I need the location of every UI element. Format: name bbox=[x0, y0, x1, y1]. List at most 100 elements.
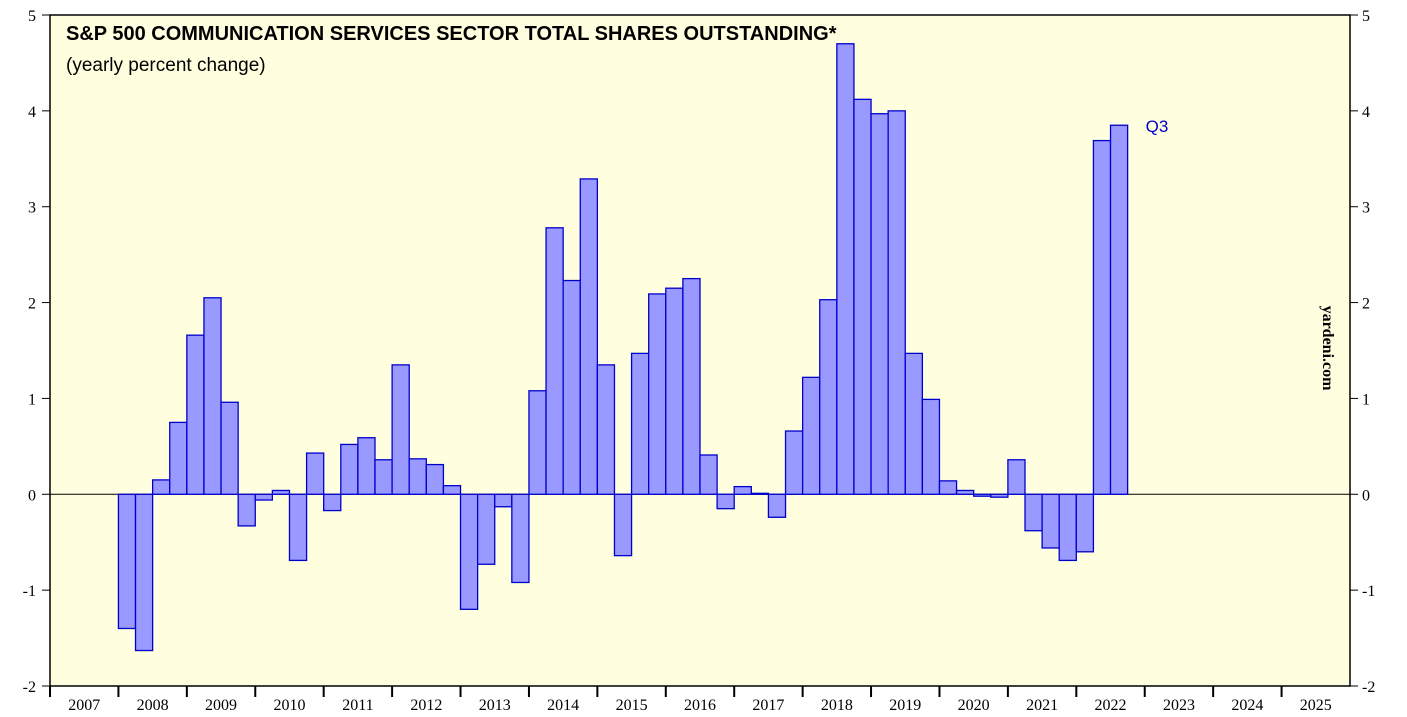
y2-tick-label: 0 bbox=[1362, 487, 1370, 504]
bar bbox=[305, 452, 325, 495]
bar bbox=[203, 297, 222, 495]
y-tick-label: 3 bbox=[28, 200, 36, 217]
bar bbox=[528, 390, 547, 495]
bar bbox=[904, 352, 924, 495]
bar bbox=[613, 493, 633, 557]
bar bbox=[545, 227, 564, 495]
bar bbox=[340, 443, 359, 495]
x-tick-label: 2013 bbox=[479, 697, 511, 714]
chart-subtitle: (yearly percent change) bbox=[66, 55, 266, 76]
y2-tick-label: 5 bbox=[1362, 8, 1370, 25]
y-tick-label: -2 bbox=[23, 679, 36, 696]
x-tick-label: 2015 bbox=[616, 697, 648, 714]
y-tick-label: -1 bbox=[23, 583, 36, 600]
x-tick-label: 2014 bbox=[547, 697, 579, 714]
bar bbox=[630, 352, 650, 495]
x-tick-label: 2023 bbox=[1163, 697, 1195, 714]
bar bbox=[494, 493, 513, 508]
bar bbox=[699, 454, 718, 495]
y-tick-label: 1 bbox=[28, 391, 36, 408]
bar bbox=[254, 493, 274, 501]
x-tick-label: 2010 bbox=[273, 697, 305, 714]
y-tick-label: 4 bbox=[28, 104, 36, 121]
bar bbox=[425, 463, 445, 495]
bar bbox=[596, 364, 616, 495]
bar bbox=[134, 493, 154, 652]
x-tick-label: 2021 bbox=[1026, 697, 1058, 714]
bar bbox=[562, 279, 581, 495]
annotation: Q3 bbox=[1146, 117, 1169, 136]
y2-tick-label: 4 bbox=[1362, 104, 1370, 121]
y-tick-label: 0 bbox=[28, 487, 36, 504]
bar bbox=[801, 376, 821, 495]
bar bbox=[767, 493, 787, 518]
y-tick-label: 5 bbox=[28, 8, 36, 25]
bar bbox=[887, 110, 906, 495]
bar bbox=[374, 459, 393, 495]
x-tick-label: 2007 bbox=[68, 697, 100, 714]
bar bbox=[836, 43, 855, 495]
bar bbox=[955, 489, 975, 495]
bar bbox=[819, 299, 838, 495]
bar bbox=[1024, 493, 1043, 532]
bar bbox=[220, 401, 239, 495]
bar bbox=[323, 493, 342, 512]
bar bbox=[151, 479, 171, 495]
x-tick-label: 2022 bbox=[1095, 697, 1127, 714]
bar bbox=[665, 287, 684, 495]
bar bbox=[1058, 493, 1077, 562]
bar bbox=[853, 98, 872, 495]
bar bbox=[938, 480, 958, 495]
y2-tick-label: 2 bbox=[1362, 296, 1370, 313]
bar bbox=[973, 493, 992, 497]
x-tick-label: 2024 bbox=[1231, 697, 1263, 714]
x-tick-label: 2020 bbox=[958, 697, 990, 714]
chart-title: S&P 500 COMMUNICATION SERVICES SECTOR TO… bbox=[66, 23, 837, 45]
y-tick-label: 2 bbox=[28, 296, 36, 313]
bar bbox=[1075, 493, 1095, 553]
bar bbox=[476, 493, 496, 565]
bar bbox=[1109, 124, 1129, 495]
bar bbox=[271, 489, 291, 495]
bar bbox=[1092, 139, 1112, 495]
watermark: yardeni.com bbox=[1319, 306, 1336, 392]
bar bbox=[391, 364, 410, 495]
bar bbox=[237, 493, 256, 527]
x-tick-label: 2009 bbox=[205, 697, 237, 714]
bar bbox=[511, 493, 530, 584]
bar bbox=[288, 493, 308, 562]
bar bbox=[648, 293, 667, 495]
bar bbox=[990, 493, 1009, 498]
y2-tick-label: -1 bbox=[1362, 583, 1375, 600]
bar bbox=[921, 398, 941, 495]
x-tick-label: 2017 bbox=[752, 697, 784, 714]
x-tick-label: 2019 bbox=[889, 697, 921, 714]
bar bbox=[1041, 493, 1060, 549]
x-tick-label: 2018 bbox=[821, 697, 853, 714]
x-tick-label: 2025 bbox=[1300, 697, 1332, 714]
bar bbox=[870, 113, 889, 495]
x-tick-label: 2016 bbox=[684, 697, 716, 714]
bar bbox=[169, 421, 188, 495]
bar bbox=[117, 493, 137, 630]
y2-tick-label: 3 bbox=[1362, 200, 1370, 217]
bar bbox=[442, 485, 462, 495]
bar bbox=[733, 485, 752, 495]
bar bbox=[750, 492, 770, 495]
x-tick-label: 2008 bbox=[137, 697, 169, 714]
bar bbox=[186, 334, 205, 495]
y2-tick-label: 1 bbox=[1362, 391, 1370, 408]
x-tick-label: 2011 bbox=[342, 697, 373, 714]
x-tick-label: 2012 bbox=[410, 697, 442, 714]
bar bbox=[1007, 459, 1026, 495]
bar bbox=[579, 178, 599, 495]
y2-tick-label: -2 bbox=[1362, 679, 1375, 696]
bar bbox=[784, 430, 804, 495]
bar bbox=[716, 493, 735, 510]
bar bbox=[682, 277, 701, 495]
bar bbox=[408, 458, 427, 495]
bar bbox=[459, 493, 479, 610]
bar bbox=[357, 437, 376, 495]
